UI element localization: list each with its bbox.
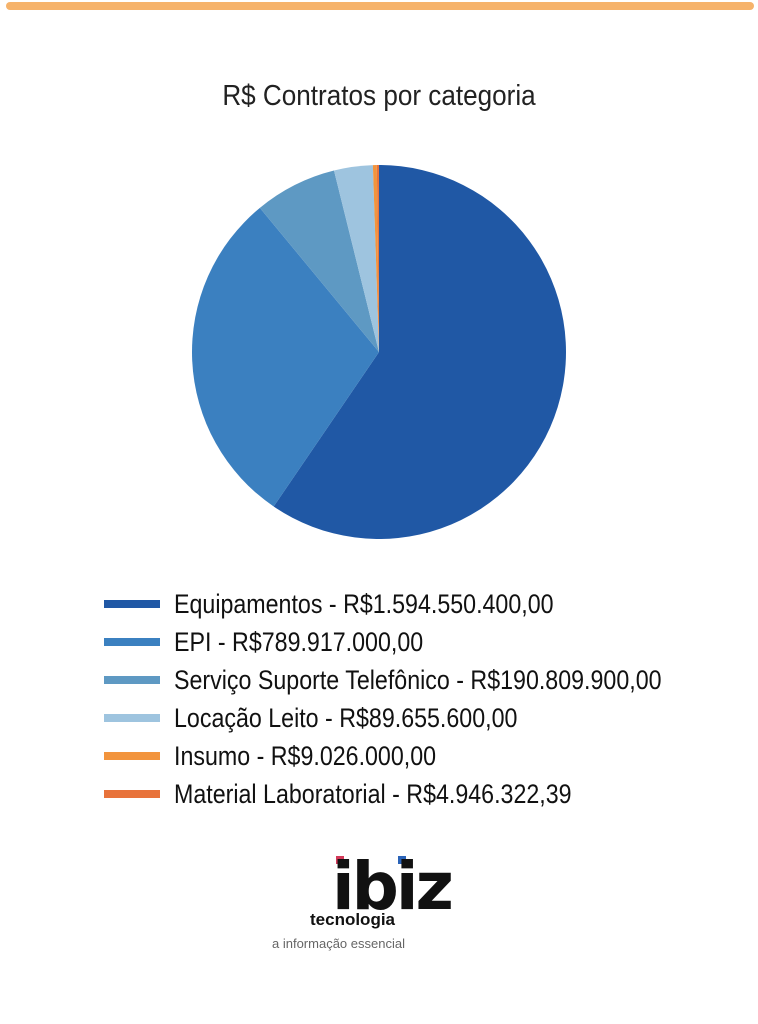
legend-item: EPI - R$789.917.000,00 (104, 626, 744, 664)
legend-label: Material Laboratorial - R$4.946.322,39 (174, 779, 572, 809)
legend-item: Material Laboratorial - R$4.946.322,39 (104, 778, 744, 816)
legend-item: Serviço Suporte Telefônico - R$190.809.9… (104, 664, 744, 702)
pie-slice-locacao-leito (333, 165, 379, 352)
legend-label: Equipamentos - R$1.594.550.400,00 (174, 589, 554, 619)
legend-label: Insumo - R$9.026.000,00 (174, 741, 437, 771)
pie-slice-material-laboratorial (376, 165, 379, 352)
pie-slice-equipamentos (273, 165, 566, 539)
logo-dot-blue (398, 856, 406, 864)
pie-slice-servico-suporte-telefonico (259, 170, 379, 352)
legend-item: Insumo - R$9.026.000,00 (104, 740, 744, 778)
legend-label: Locação Leito - R$89.655.600,00 (174, 703, 518, 733)
legend-item: Equipamentos - R$1.594.550.400,00 (104, 588, 744, 626)
chart-legend: Equipamentos - R$1.594.550.400,00 EPI - R… (104, 588, 744, 816)
logo-subtitle: tecnologia (310, 910, 396, 929)
legend-swatch (104, 752, 160, 760)
legend-swatch (104, 714, 160, 722)
pie-slice-insumo (372, 165, 379, 352)
legend-swatch (104, 638, 160, 646)
top-accent-bar (6, 2, 754, 10)
logo-dot-red (336, 856, 344, 864)
legend-label: EPI - R$789.917.000,00 (174, 627, 424, 657)
pie-slice-epi (191, 207, 379, 507)
legend-swatch (104, 676, 160, 684)
logo-tagline: a informação essencial (272, 936, 405, 951)
legend-swatch (104, 790, 160, 798)
logo-mark: ibiz (332, 848, 454, 925)
company-logo: ibiz tecnologia a informação essencial (262, 852, 472, 970)
legend-label: Serviço Suporte Telefônico - R$190.809.9… (174, 665, 662, 695)
legend-item: Locação Leito - R$89.655.600,00 (104, 702, 744, 740)
chart-title: R$ Contratos por categoria (222, 80, 536, 112)
legend-swatch (104, 600, 160, 608)
